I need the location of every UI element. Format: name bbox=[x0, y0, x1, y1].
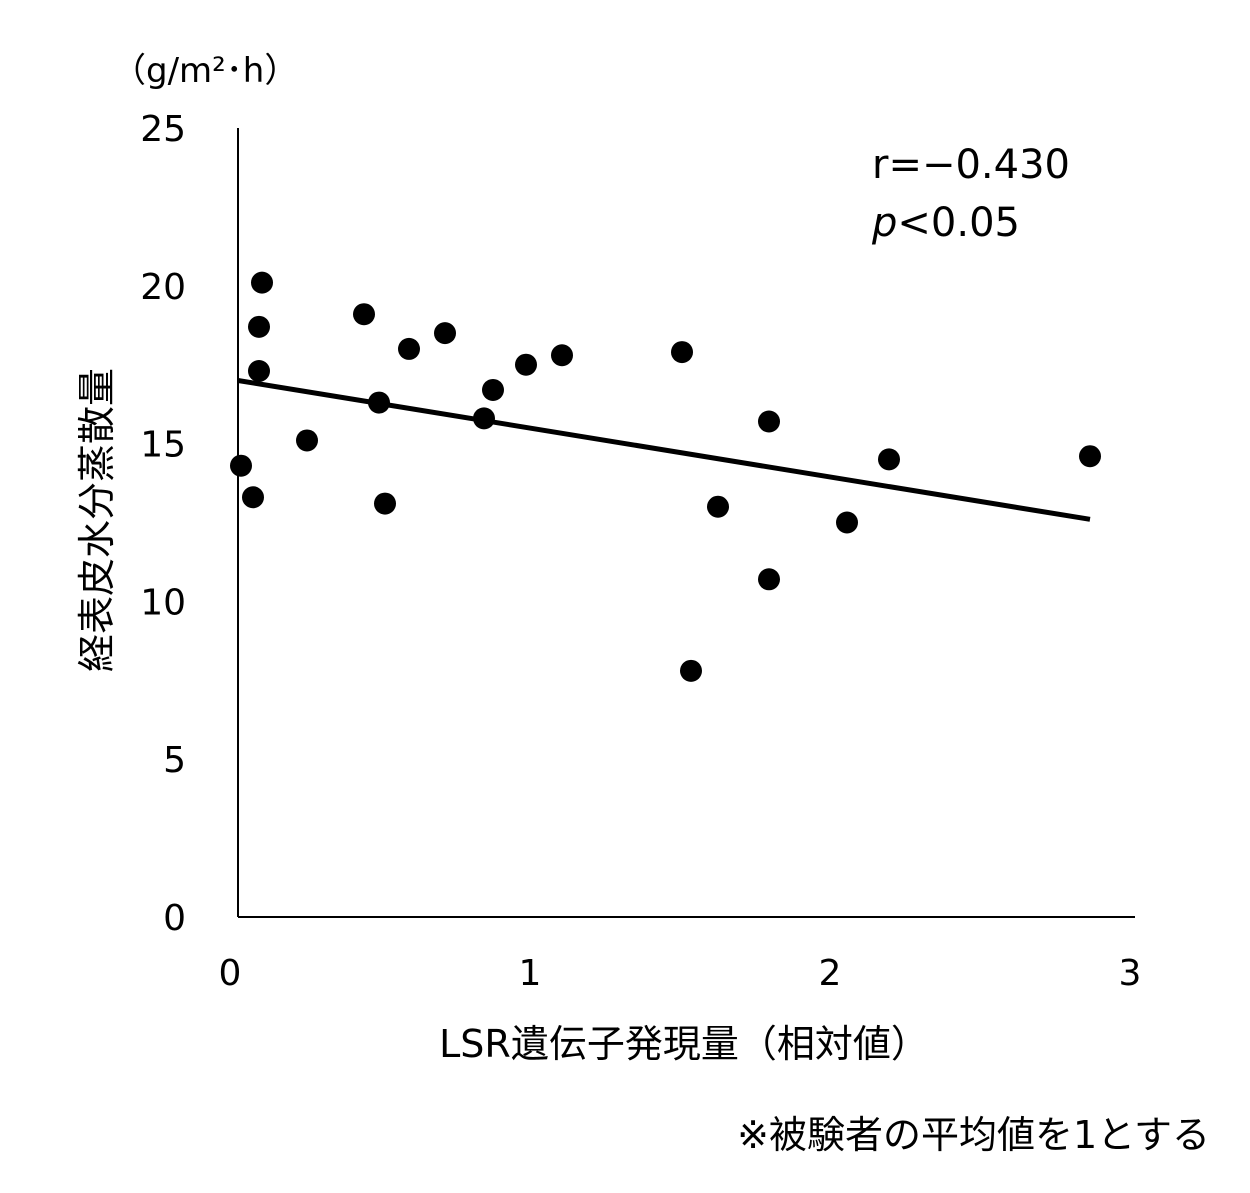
data-points bbox=[230, 271, 1101, 682]
data-point bbox=[251, 271, 273, 294]
trendline bbox=[237, 378, 1091, 522]
y-unit-label: （g/m²･h） bbox=[112, 51, 298, 91]
x-tick-labels: 0 1 2 3 bbox=[219, 953, 1142, 994]
data-point bbox=[398, 337, 420, 360]
y-tick-label: 0 bbox=[163, 898, 186, 939]
y-axis: 0 5 10 15 20 25 bbox=[140, 109, 239, 939]
data-point bbox=[248, 315, 270, 338]
x-tick-label: 2 bbox=[819, 953, 842, 994]
data-point bbox=[353, 303, 375, 326]
y-axis-title: 経表皮水分蒸散量 bbox=[75, 368, 119, 672]
data-point bbox=[374, 492, 396, 515]
x-axis: 0 1 2 3 bbox=[219, 916, 1142, 994]
x-axis-title: LSR遺伝子発現量（相対値） bbox=[439, 1022, 929, 1066]
data-point bbox=[836, 511, 858, 534]
y-tick-label: 5 bbox=[163, 740, 186, 781]
data-point bbox=[296, 429, 318, 452]
data-point bbox=[551, 344, 573, 367]
footnote: ※被験者の平均値を1とする bbox=[737, 1113, 1210, 1157]
x-tick-label: 3 bbox=[1119, 953, 1142, 994]
data-point bbox=[758, 568, 780, 591]
x-tick-label: 1 bbox=[519, 953, 542, 994]
x-tick-label: 0 bbox=[219, 953, 242, 994]
p-value: <0.05 bbox=[897, 200, 1020, 246]
y-tick-label: 15 bbox=[140, 425, 186, 466]
y-tick-label: 10 bbox=[140, 582, 186, 623]
data-point bbox=[368, 391, 390, 414]
data-point bbox=[707, 495, 729, 518]
data-point bbox=[758, 410, 780, 433]
y-tick-label: 20 bbox=[140, 267, 186, 308]
data-point bbox=[1079, 445, 1101, 468]
data-point bbox=[473, 407, 495, 430]
y-tick-label: 25 bbox=[140, 109, 186, 150]
data-point bbox=[878, 448, 900, 471]
data-point bbox=[482, 378, 504, 401]
p-symbol: p bbox=[871, 200, 897, 246]
data-point bbox=[230, 454, 252, 477]
data-point bbox=[515, 353, 537, 376]
correlation-text: r=−0.430 bbox=[872, 142, 1070, 188]
data-point bbox=[242, 486, 264, 509]
y-tick-labels: 0 5 10 15 20 25 bbox=[140, 109, 186, 939]
p-value-text: p<0.05 bbox=[871, 200, 1020, 246]
data-point bbox=[671, 341, 693, 364]
data-point bbox=[248, 360, 270, 383]
data-point bbox=[680, 659, 702, 682]
data-point bbox=[434, 322, 456, 345]
